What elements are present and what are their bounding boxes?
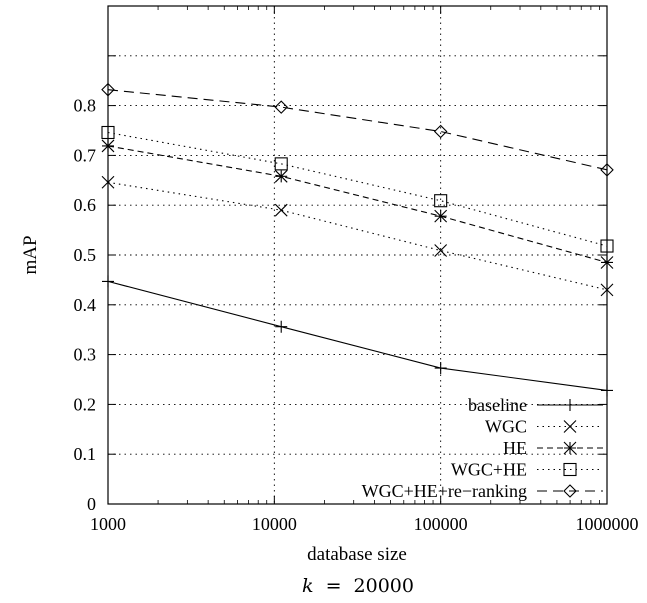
data-point bbox=[275, 320, 288, 333]
x-tick-label: 1000000 bbox=[576, 514, 639, 534]
data-point bbox=[101, 82, 115, 97]
series-line bbox=[107, 89, 608, 171]
y-tick-label: 0.8 bbox=[74, 96, 97, 116]
x-axis-title: database size bbox=[307, 544, 407, 565]
x-tick-label: 1000 bbox=[90, 514, 126, 534]
series-4 bbox=[101, 125, 614, 253]
data-point bbox=[434, 362, 447, 375]
data-point bbox=[274, 169, 288, 183]
y-tick-label: 0.6 bbox=[74, 195, 97, 215]
grid bbox=[108, 6, 607, 504]
series-line bbox=[107, 145, 608, 263]
data-point bbox=[600, 256, 614, 269]
caption-var: k bbox=[302, 575, 314, 597]
legend-item: WGC bbox=[485, 417, 603, 437]
caption: k = 20000 bbox=[302, 575, 414, 597]
legend-item: HE bbox=[503, 438, 603, 458]
legend-label: WGC+HE+re−ranking bbox=[362, 481, 527, 501]
legend-swatch-marker bbox=[563, 462, 577, 477]
data-point bbox=[434, 209, 448, 223]
y-tick-label: 0.1 bbox=[74, 444, 97, 464]
legend-label: WGC bbox=[485, 417, 527, 437]
legend-swatch-marker bbox=[563, 441, 577, 455]
legend-label: WGC+HE bbox=[451, 460, 527, 480]
y-tick-label: 0.2 bbox=[74, 394, 97, 414]
y-tick-label: 0.7 bbox=[74, 145, 97, 165]
series-2 bbox=[101, 175, 614, 297]
data-point bbox=[434, 244, 448, 257]
y-tick-label: 0.3 bbox=[74, 345, 97, 365]
legend-label: HE bbox=[503, 438, 527, 458]
y-axis-title: mAP bbox=[20, 235, 41, 274]
series-5 bbox=[101, 82, 614, 177]
legend-swatch-marker bbox=[563, 484, 577, 498]
legend-swatch-marker bbox=[563, 420, 577, 433]
data-point bbox=[274, 100, 288, 114]
data-point bbox=[600, 163, 614, 177]
series-line bbox=[107, 131, 608, 247]
data-point bbox=[434, 194, 448, 208]
legend-label: baseline bbox=[468, 395, 527, 415]
y-tick-label: 0 bbox=[87, 494, 96, 514]
series-group bbox=[101, 82, 614, 397]
data-point bbox=[274, 203, 288, 217]
data-point bbox=[600, 283, 614, 297]
legend-item: baseline bbox=[468, 395, 603, 415]
data-point bbox=[433, 124, 448, 139]
caption-eq: = bbox=[326, 575, 342, 597]
series-line bbox=[107, 181, 608, 291]
caption-value: 20000 bbox=[354, 575, 414, 597]
x-tick-label: 10000 bbox=[252, 514, 297, 534]
data-point bbox=[600, 239, 614, 253]
legend-swatch-marker bbox=[564, 399, 576, 411]
data-point bbox=[102, 275, 114, 288]
legend-item: WGC+HE+re−ranking bbox=[362, 481, 603, 501]
data-point bbox=[101, 175, 115, 189]
y-tick-label: 0.4 bbox=[74, 295, 97, 315]
series-3 bbox=[101, 139, 614, 269]
series-line bbox=[107, 280, 608, 392]
legend-item: WGC+HE bbox=[451, 460, 603, 480]
data-point bbox=[601, 384, 613, 397]
y-tick-label: 0.5 bbox=[74, 245, 97, 265]
ticks: 0 0.1 0.2 0.3 0.4 0.5 0.6 0.7 0.8 1000 10000 100000… bbox=[74, 6, 639, 534]
data-point bbox=[101, 125, 115, 140]
x-tick-label: 100000 bbox=[414, 514, 468, 534]
data-point bbox=[274, 157, 288, 171]
series-1 bbox=[102, 275, 613, 397]
data-point bbox=[101, 139, 115, 153]
